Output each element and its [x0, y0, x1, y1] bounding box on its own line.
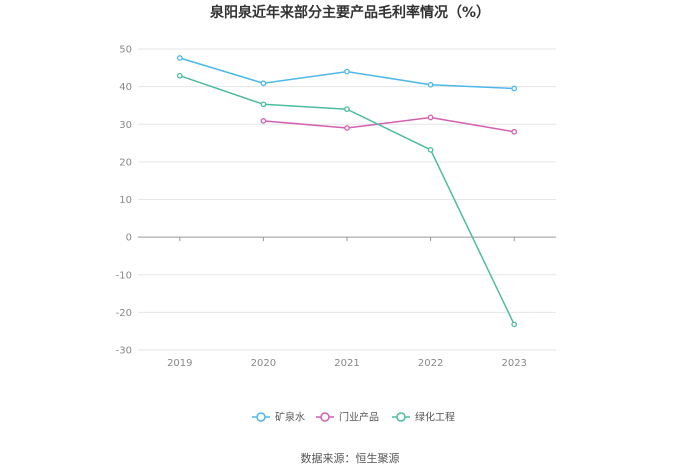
x-tick-label: 2023	[501, 358, 526, 369]
series-1	[176, 55, 518, 92]
legend-marker	[256, 412, 266, 422]
data-point	[511, 128, 518, 135]
data-point	[260, 101, 267, 108]
data-point	[344, 125, 350, 131]
series-2	[260, 114, 518, 135]
legend-marker	[320, 412, 330, 422]
data-point	[176, 72, 183, 79]
grid	[138, 48, 556, 351]
legend-label: 门业产品	[339, 411, 379, 424]
x-tick-label: 2022	[418, 358, 443, 369]
data-point	[344, 106, 350, 113]
y-tick-label: 40	[119, 82, 132, 93]
y-tick-label: 20	[119, 157, 132, 168]
x-tick-label: 2020	[251, 358, 276, 369]
legend-label: 矿泉水	[275, 411, 305, 424]
legend-item-1[interactable]: 矿泉水	[252, 411, 305, 424]
series-line	[263, 116, 515, 133]
y-tick-label: 0	[126, 233, 132, 244]
legend-marker	[396, 412, 406, 422]
data-point	[427, 146, 434, 153]
y-axis: 50 40 30 20 10 0 -10 -20 -30	[116, 45, 132, 357]
legend-item-2[interactable]: 门业产品	[316, 411, 379, 424]
data-point	[260, 80, 267, 87]
source-note: 数据来源：恒生聚源	[301, 451, 400, 465]
data-point	[176, 55, 183, 61]
series-group	[176, 55, 518, 328]
x-axis: 2019 2020 2021 2022 2023	[138, 236, 556, 369]
legend-label: 绿化工程	[415, 411, 455, 424]
data-point	[427, 114, 434, 121]
series-3	[176, 72, 518, 328]
data-point	[427, 81, 434, 88]
x-tick-label: 2019	[167, 358, 192, 369]
data-point	[344, 68, 350, 75]
data-point	[511, 85, 518, 92]
y-tick-label: -10	[116, 270, 132, 281]
y-tick-label: -20	[116, 308, 132, 319]
y-tick-label: 50	[119, 45, 132, 56]
legend-item-3[interactable]: 绿化工程	[392, 411, 455, 424]
y-tick-label: 30	[119, 120, 132, 131]
legend[interactable]: 矿泉水 门业产品 绿化工程	[252, 411, 455, 424]
data-point	[260, 118, 267, 124]
y-tick-label: -30	[116, 346, 132, 357]
y-tick-label: 10	[119, 195, 132, 206]
series-line	[179, 75, 515, 325]
chart-title: 泉阳泉近年来部分主要产品毛利率情况（%）	[210, 4, 490, 21]
data-point	[511, 321, 518, 328]
x-tick-label: 2021	[334, 358, 359, 369]
